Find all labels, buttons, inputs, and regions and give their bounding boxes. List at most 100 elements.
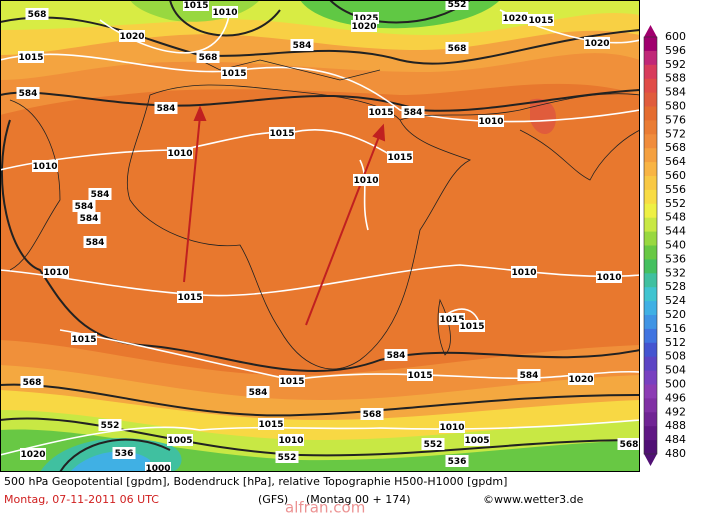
- colorbar-label: 544: [665, 225, 686, 238]
- colorbar-label: 596: [665, 44, 686, 57]
- contour-label-box: [83, 236, 107, 248]
- colorbar-label: 548: [665, 211, 686, 224]
- contour-label-box: [177, 291, 203, 303]
- contour-label-box: [387, 151, 413, 163]
- contour-label: 1025: [353, 14, 378, 24]
- arrows: [183, 105, 386, 326]
- contour-label-box: [18, 51, 44, 63]
- contour-label-box: [246, 386, 270, 398]
- contour-label-box: [154, 102, 178, 114]
- contour-label-box: [517, 369, 541, 381]
- colorbar-swatch: [644, 106, 657, 121]
- contour-label: 1005: [167, 436, 192, 446]
- colorbar-label: 524: [665, 294, 686, 307]
- colorbar-swatch: [644, 231, 657, 246]
- colorbar-swatch: [644, 356, 657, 372]
- contour-label-box: [439, 313, 465, 325]
- contour-label-box: [511, 266, 537, 278]
- colorbar-label: 560: [665, 169, 686, 182]
- colorbar-label: 516: [665, 322, 686, 335]
- contour-label-box: [25, 8, 49, 20]
- contour-label-box: [88, 188, 112, 200]
- contour-label-box: [43, 266, 69, 278]
- contour-label-box: [72, 200, 96, 212]
- contour-label: 1015: [387, 153, 412, 163]
- contour-label-box: [275, 451, 299, 463]
- colorbar-label: 556: [665, 183, 686, 196]
- contour-label-box: [478, 115, 504, 127]
- contour-label: 1020: [20, 450, 45, 460]
- contour-label: 568: [23, 378, 42, 388]
- colorbar-label: 512: [665, 336, 686, 349]
- colorbar-swatch: [644, 134, 657, 149]
- contour-label: 1010: [167, 149, 192, 159]
- contour-label-box: [445, 42, 469, 54]
- colorbar-swatch: [644, 78, 657, 94]
- band: [530, 98, 556, 135]
- contour-label-box: [269, 127, 295, 139]
- contour-label-box: [502, 12, 528, 24]
- contour-label: 1020: [351, 22, 376, 32]
- colorbar-label: 580: [665, 100, 686, 113]
- colorbar-label: 488: [665, 419, 686, 432]
- colorbar-label: 600: [665, 30, 686, 43]
- contour-label: 584: [75, 202, 94, 212]
- contour-label-box: [445, 455, 469, 467]
- contour-label: 536: [448, 457, 467, 467]
- contour-label: 1015: [279, 377, 304, 387]
- colorbar-label: 484: [665, 433, 686, 446]
- colorbar-bottom-arrow: [644, 454, 657, 466]
- contour-label-box: [183, 0, 209, 11]
- colorbar-swatch: [644, 92, 657, 107]
- contour-label: 568: [28, 10, 47, 20]
- colorbar-label: 504: [665, 364, 686, 377]
- contour-label: 584: [80, 214, 99, 224]
- colorbar-label: 592: [665, 58, 686, 71]
- contour-label-box: [212, 6, 238, 18]
- contour-label: 1010: [353, 176, 378, 186]
- colorbar-swatch: [644, 398, 657, 413]
- colorbar-label: 572: [665, 127, 686, 140]
- contour-label-box: [459, 320, 485, 332]
- contour-label-box: [20, 376, 44, 388]
- contour-label-box: [464, 434, 490, 446]
- contour-label-box: [98, 419, 122, 431]
- contour-label: 1005: [464, 436, 489, 446]
- contour-label: 1015: [439, 315, 464, 325]
- contour-label-box: [145, 462, 171, 472]
- contour-label: 584: [387, 351, 406, 361]
- colorbar-label: 536: [665, 252, 686, 265]
- contour-label: 1010: [596, 273, 621, 283]
- colorbar-swatch: [644, 273, 657, 288]
- colorbar-swatch: [644, 384, 657, 399]
- contour-label: 568: [363, 410, 382, 420]
- contour-label: 552: [448, 0, 467, 10]
- contour-label: 1015: [459, 322, 484, 332]
- contour-label: 552: [424, 440, 443, 450]
- contour-label-box: [77, 212, 101, 224]
- contour-label: 1010: [478, 117, 503, 127]
- contour-label: 1015: [221, 69, 246, 79]
- colorbar-label: 480: [665, 447, 686, 460]
- colorbar-label: 532: [665, 266, 686, 279]
- run: (Montag 00 + 174): [306, 493, 411, 506]
- colorbar-label: 500: [665, 378, 686, 391]
- colorbar-swatch: [644, 189, 657, 205]
- contour-label: 1020: [502, 14, 527, 24]
- contour-label-box: [16, 87, 40, 99]
- contour-label: 584: [91, 190, 110, 200]
- contour-label: 584: [249, 388, 268, 398]
- colorbar-label: 540: [665, 239, 686, 252]
- colorbar-swatch: [644, 37, 657, 52]
- colorbar-swatch: [644, 412, 657, 427]
- map-frame: [0, 0, 640, 472]
- map: 568 1010 1015 552 568 584 568 1015 584 584 1015 584…: [0, 0, 640, 472]
- contour-label: 584: [520, 371, 539, 381]
- contour-label: 1015: [18, 53, 43, 63]
- contour-label: 1015: [183, 1, 208, 11]
- colorbar-label: 508: [665, 350, 686, 363]
- colorbar-swatch: [644, 370, 657, 385]
- contour-label: 536: [115, 449, 134, 459]
- contour-label: 1020: [584, 39, 609, 49]
- colorbar-label: 584: [665, 86, 686, 99]
